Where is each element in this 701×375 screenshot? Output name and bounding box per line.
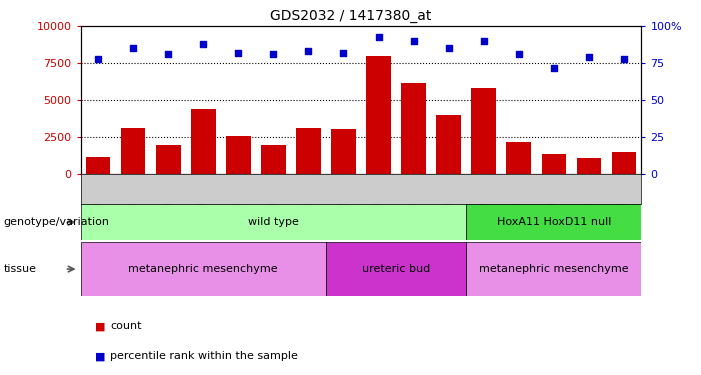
Point [338,50,349,56]
Point [443,45,454,51]
Point [618,56,629,62]
Text: percentile rank within the sample: percentile rank within the sample [110,351,298,361]
Text: wild type: wild type [248,217,299,227]
Text: genotype/variation: genotype/variation [4,217,109,227]
Point [513,51,524,57]
Text: metanephric mesenchyme: metanephric mesenchyme [479,264,629,274]
Text: ureteric bud: ureteric bud [362,264,430,274]
Bar [121,129,146,174]
Bar [367,56,391,174]
Text: tissue: tissue [4,264,36,274]
Text: count: count [110,321,142,331]
Text: ■: ■ [95,351,105,361]
Point [373,34,384,40]
Point [303,48,314,54]
Point [583,54,594,60]
Bar [612,152,637,174]
Bar [81,242,326,296]
Bar [297,129,321,174]
Bar [156,145,181,174]
Point [163,51,174,57]
Text: GDS2032 / 1417380_at: GDS2032 / 1417380_at [270,9,431,23]
Point [408,38,419,44]
Text: metanephric mesenchyme: metanephric mesenchyme [128,264,278,274]
Bar [81,204,466,240]
Bar [332,129,356,174]
Bar [466,204,641,240]
Text: ■: ■ [95,321,105,331]
Text: HoxA11 HoxD11 null: HoxA11 HoxD11 null [496,217,611,227]
Bar [261,146,286,174]
Point [233,50,244,56]
Bar [402,82,426,174]
Bar [191,109,216,174]
Bar [326,242,466,296]
Bar [507,142,531,174]
Bar [436,115,461,174]
Point [478,38,489,44]
Bar [86,157,111,174]
Bar [577,158,601,174]
Bar [466,242,641,296]
Point [128,45,139,51]
Point [268,51,279,57]
Point [93,56,104,62]
Point [198,41,209,47]
Bar [542,154,566,174]
Point [548,65,559,71]
Bar [226,136,251,174]
Bar [472,88,496,174]
